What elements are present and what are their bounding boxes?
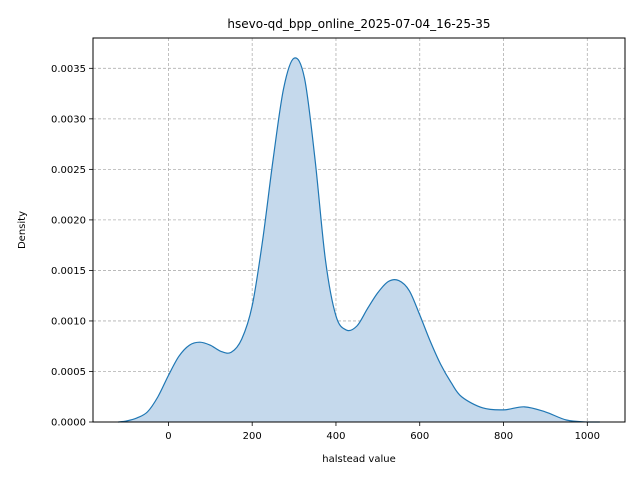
x-tick-label: 800 bbox=[494, 431, 513, 442]
y-tick-label: 0.0010 bbox=[51, 316, 86, 327]
y-axis-label: Density bbox=[17, 211, 28, 249]
density-area-fill bbox=[118, 57, 600, 423]
density-line bbox=[118, 57, 600, 423]
x-tick-label: 0 bbox=[165, 431, 171, 442]
x-tick-label: 400 bbox=[326, 431, 345, 442]
x-tick-label: 600 bbox=[410, 431, 429, 442]
y-tick-label: 0.0015 bbox=[51, 266, 86, 277]
y-tick-label: 0.0025 bbox=[51, 165, 86, 176]
y-tick-label: 0.0000 bbox=[51, 418, 86, 429]
x-axis: 0 200 400 600 800 1000 bbox=[165, 422, 600, 442]
x-tick-label: 1000 bbox=[575, 431, 600, 442]
x-tick-label: 200 bbox=[243, 431, 262, 442]
y-tick-label: 0.0030 bbox=[51, 114, 86, 125]
plot-frame bbox=[92, 37, 626, 423]
y-axis: 0.0000 0.0005 0.0010 0.0015 0.0020 0.0025 0.00… bbox=[51, 64, 93, 429]
y-tick-label: 0.0035 bbox=[51, 64, 86, 75]
y-tick-label: 0.0005 bbox=[51, 367, 86, 378]
density-series bbox=[118, 57, 600, 423]
chart-title: hsevo-qd_bpp_online_2025-07-04_16-25-35 bbox=[227, 17, 490, 31]
x-axis-label: halstead value bbox=[322, 454, 396, 465]
y-tick-label: 0.0020 bbox=[51, 215, 86, 226]
